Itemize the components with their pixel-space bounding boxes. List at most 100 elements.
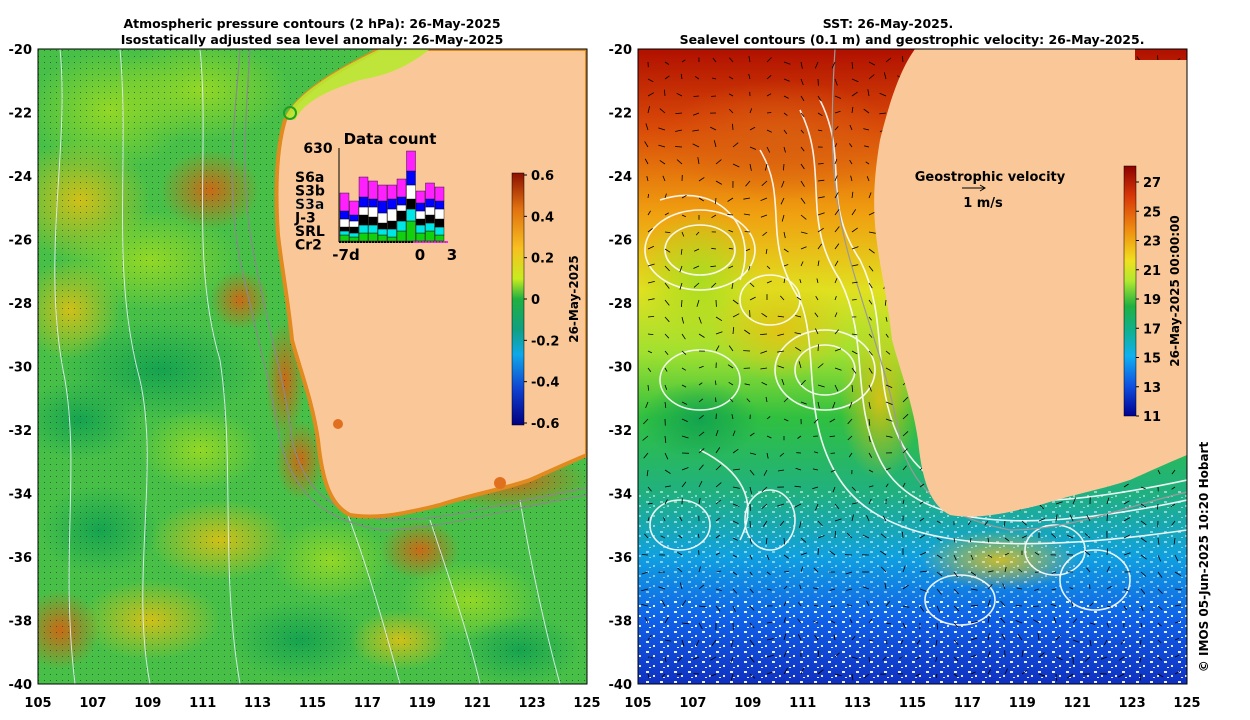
right-colorbar-scale [1123,165,1137,417]
inset-bar-segment [339,210,350,220]
inset-legend-label: Cr2 [295,238,322,254]
inset-bar-segment [358,206,369,216]
island-marker [333,419,343,429]
lat-tick-left: -28 [9,297,33,312]
lon-tick-right: 105 [624,696,651,711]
left-title-line1: Atmospheric pressure contours (2 hPa): 2… [123,16,500,31]
lat-tick-right: -20 [609,43,633,58]
lat-tick-right: -28 [609,297,633,312]
right-title-line1: SST: 26-May-2025. [823,16,954,31]
colorbar-tick-label: 21 [1143,264,1161,279]
inset-bar-segment [415,210,426,220]
lon-tick-left: 105 [24,696,51,711]
inset-bar-segment [434,186,445,202]
inset-bar-segment [396,210,407,222]
inset-bar-segment [415,224,426,234]
inset-bar-segment [339,192,350,212]
inset-bar-segment [387,198,397,210]
inset-bar-segment [434,208,445,220]
velocity-scale-label: 1 m/s [963,196,1003,211]
inset-bar-segment [358,214,369,226]
bathymetry-contours-right [831,49,1187,531]
inset-bar-segment [358,176,369,198]
inset-bar-segment [425,230,435,242]
lon-tick-right: 123 [1119,696,1146,711]
left-map-panel [38,49,587,684]
inset-bar-segment [368,224,378,234]
colorbar-tick-label: 11 [1143,410,1161,425]
inset-legend-label: S3a [295,197,324,213]
inset-bar-segment [377,222,388,230]
inset-bar-segment [339,234,350,242]
inset-bar-segment [368,206,378,218]
inset-bar-segment [377,234,388,242]
inset-bar-segment [349,236,359,242]
lat-tick-right: -26 [609,234,633,249]
inset-max-label: 630 [303,141,332,157]
inset-bar-segment [434,226,445,236]
inset-bar-segment [425,214,435,224]
inset-bar-segment [396,178,407,198]
inset-bar-segment [377,184,388,202]
inset-bar-segment [349,200,359,216]
lon-tick-left: 117 [354,696,381,711]
right-map-frame [637,48,1188,685]
lat-tick-right: -36 [609,551,633,566]
inset-bar-segment [415,202,426,212]
lon-tick-right: 113 [844,696,871,711]
lat-tick-left: -36 [9,551,33,566]
lat-tick-left: -30 [9,361,33,376]
colorbar-tick-label: -0.6 [531,417,559,432]
colorbar-tick-label: 0 [531,293,540,308]
colorbar-tick-label: 27 [1143,176,1161,191]
inset-bars [339,150,445,242]
colorbar-tick-label: 15 [1143,352,1161,367]
lat-tick-right: -22 [609,107,633,122]
left-colorbar-ticks: 0.6 0.4 0.2 0 -0.2 -0.4 -0.6 [524,169,559,432]
colorbar-tick-label: 23 [1143,235,1161,250]
lat-tick-left: -26 [9,234,33,249]
island-marker [494,477,506,489]
lon-tick-right: 125 [1173,696,1200,711]
inset-bar-segment [387,236,397,242]
inset-bar-segment [406,184,416,200]
inset-bar-segment [387,228,397,238]
lon-tick-right: 115 [899,696,926,711]
inset-x-right: 3 [447,246,457,264]
inset-bar-segment [434,200,445,210]
lon-tick-right: 109 [734,696,761,711]
inset-bar-segment [368,232,378,242]
inset-legend-label: SRL [295,224,325,240]
right-map-panel [638,49,1187,684]
lat-tick-left: -40 [9,678,33,693]
lon-tick-left: 119 [409,696,436,711]
inset-bar-segment [349,226,359,234]
inset-bar-segment [349,220,359,228]
lon-tick-right: 111 [789,696,816,711]
colorbar-tick-label: 19 [1143,293,1161,308]
colorbar-tick-label: 0.2 [531,252,554,267]
inset-bar-segment [368,198,378,208]
australia-land-right [874,49,1187,517]
lat-tick-right: -32 [609,424,633,439]
inset-bar-segment [358,232,369,242]
lon-tick-left: 121 [464,696,491,711]
lon-tick-right: 121 [1064,696,1091,711]
inset-bar-segment [415,232,426,242]
inset-bar-segment [377,228,388,236]
inset-bar-segment [368,180,378,200]
bathymetry-contours [231,49,587,531]
inset-bar-segment [425,222,435,232]
inset-bar-segment [425,182,435,200]
inset-x-left: -7d [332,246,359,264]
velocity-legend: Geostrophic velocity 1 m/s [915,170,1066,211]
right-colorbar-date: 26-May-2025 00:00:00 [1168,215,1182,366]
lon-tick-left: 109 [134,696,161,711]
land-coast-strip [285,49,430,120]
lat-tick-right: -34 [609,488,633,503]
lon-tick-left: 111 [189,696,216,711]
lon-tick-left: 113 [244,696,271,711]
lat-tick-right: -24 [609,170,633,185]
